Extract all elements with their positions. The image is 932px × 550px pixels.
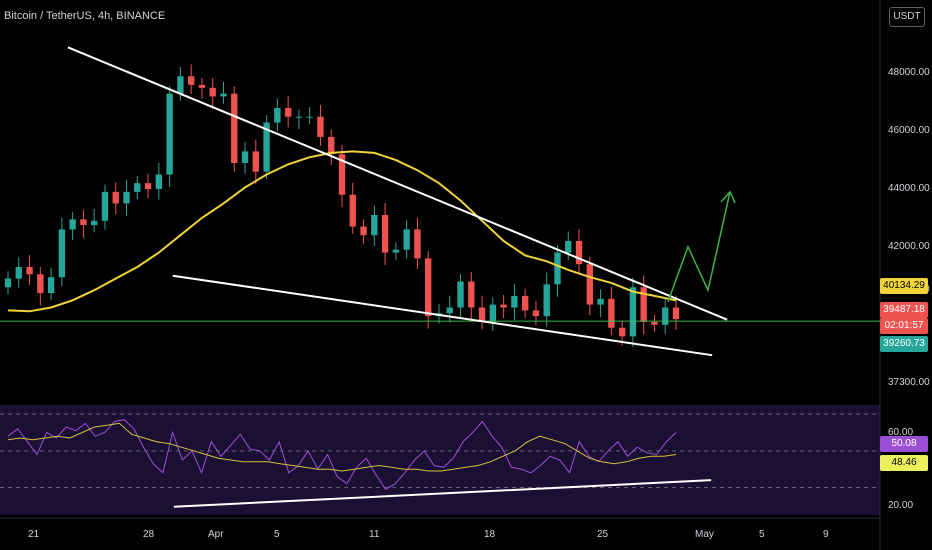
moving-average-line	[7, 150, 677, 313]
price-tag: 40134.29	[880, 278, 928, 294]
candle-body	[123, 191, 130, 204]
candle-body	[58, 229, 66, 278]
candle-body	[457, 281, 464, 308]
candle-body	[155, 174, 163, 189]
candle-body	[112, 191, 119, 204]
candle-body	[489, 304, 497, 322]
candle-body	[80, 219, 87, 226]
candle-body	[381, 215, 389, 253]
candle-body	[101, 191, 109, 221]
candle-body	[640, 287, 647, 322]
time-tick-label: 28	[143, 529, 155, 540]
time-tick-label: 18	[484, 529, 496, 540]
candle-body	[4, 278, 12, 288]
candle-body	[672, 307, 680, 320]
candle-body	[220, 93, 227, 97]
time-tick-label: May	[695, 529, 714, 540]
price-tick-label: 46000.00	[888, 125, 930, 137]
currency-button[interactable]: USDT	[889, 7, 925, 27]
candle-body	[241, 151, 249, 163]
candle-body	[166, 93, 173, 175]
time-tick-label: 9	[823, 529, 829, 540]
time-tick-label: Apr	[208, 529, 224, 540]
projection-path[interactable]	[667, 191, 731, 302]
symbol-title: Bitcoin / TetherUS, 4h, BINANCE	[4, 10, 166, 22]
candle-body	[47, 277, 55, 294]
rsi-value-tag: 50.08	[880, 436, 928, 452]
candle-body	[263, 122, 270, 172]
candle-body	[618, 327, 626, 337]
candle-body	[565, 241, 572, 253]
candle-body	[597, 298, 604, 305]
candle-body	[468, 281, 475, 308]
rsi-trendline[interactable]	[173, 479, 712, 508]
descending-support-trendline[interactable]	[172, 274, 713, 357]
candle-body	[338, 154, 346, 195]
price-tick-label: 42000.00	[888, 240, 930, 252]
candle-body	[144, 183, 152, 189]
candle-body	[284, 108, 292, 117]
rsi-line	[7, 419, 677, 490]
rsi-value-tag: 48.46	[880, 455, 928, 471]
candle-body	[478, 307, 486, 322]
candle-body	[198, 84, 206, 88]
candle-body	[521, 295, 529, 311]
candle-body	[392, 249, 400, 253]
candle-body	[15, 267, 22, 279]
candle-body	[554, 252, 561, 285]
time-tick-label: 21	[28, 529, 40, 540]
candle-body	[177, 76, 184, 94]
candle-body	[629, 287, 637, 337]
candle-body	[295, 116, 303, 118]
rsi-tick-label: 20.00	[888, 499, 914, 511]
candle-body	[532, 310, 540, 317]
candle-body	[209, 87, 216, 97]
time-tick-label: 5	[759, 529, 765, 540]
candle-body	[306, 116, 313, 118]
candle-body	[575, 241, 583, 265]
price-tag: 39260.73	[880, 336, 928, 352]
candle-body	[662, 307, 669, 325]
candle-body	[608, 298, 615, 328]
price-tag: 02:01:57	[880, 318, 928, 334]
candle-body	[187, 76, 195, 85]
rsi-panel	[0, 405, 880, 515]
candle-body	[274, 108, 281, 123]
descending-resistance-trendline[interactable]	[67, 46, 728, 321]
price-tick-label: 44000.00	[888, 182, 930, 194]
candle-body	[252, 151, 259, 172]
candle-body	[371, 215, 378, 236]
candle-body	[317, 116, 324, 137]
projection-arrowhead	[720, 190, 736, 204]
candle-body	[651, 321, 658, 325]
candle-body	[425, 258, 432, 317]
candle-body	[446, 307, 453, 314]
candle-body	[349, 194, 356, 227]
price-tick-label: 37300.00	[888, 376, 930, 388]
candle-body	[586, 264, 593, 305]
candle-body	[403, 229, 410, 250]
candle-body	[328, 136, 335, 155]
candle-body	[231, 93, 238, 163]
candle-body	[134, 183, 141, 192]
candle-body	[91, 220, 98, 226]
candle-body	[37, 274, 44, 294]
time-tick-label: 25	[597, 529, 609, 540]
candle-body	[414, 229, 421, 259]
candle-body	[543, 284, 550, 317]
price-tag: 39487.18	[880, 302, 928, 318]
candle-body	[360, 226, 367, 236]
candle-body	[69, 219, 76, 230]
rsi-ma-line	[7, 422, 677, 472]
candle-body	[500, 304, 507, 308]
rsi-tick-label: 60.00	[888, 426, 914, 438]
time-tick-label: 11	[369, 529, 380, 540]
candle-body	[26, 267, 33, 275]
price-tick-label: 48000.00	[888, 67, 930, 79]
candle-body	[511, 295, 518, 308]
time-tick-label: 5	[274, 529, 280, 540]
